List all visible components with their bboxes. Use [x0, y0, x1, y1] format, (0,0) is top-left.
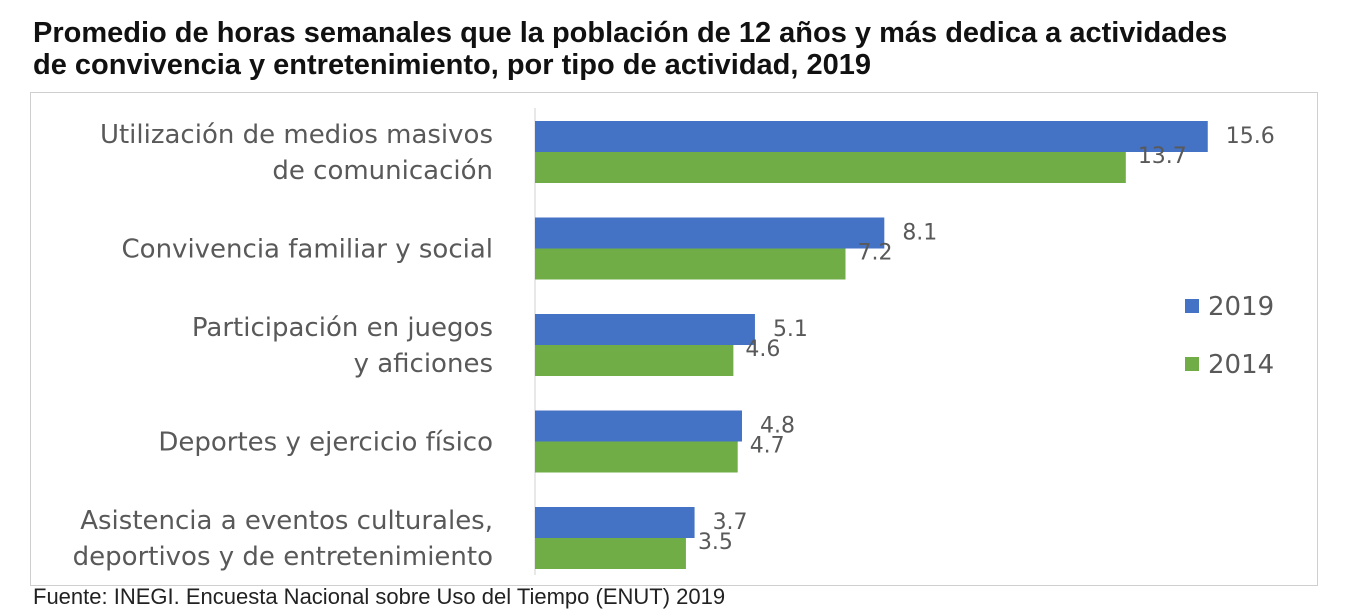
data-label-2019: 4.8: [760, 414, 795, 439]
data-label-2019: 15.6: [1226, 124, 1275, 149]
bar-2019: [535, 314, 755, 345]
data-label-2014: 3.5: [698, 530, 733, 555]
chart-title: Promedio de horas semanales que la pobla…: [33, 17, 1343, 81]
bar-2019: [535, 507, 695, 538]
category-label: Participación en juegos: [192, 313, 493, 343]
data-label-2014: 7.2: [858, 241, 893, 266]
chart-title-line-2: de convivencia y entretenimiento, por ti…: [33, 49, 872, 81]
legend-swatch-2019: [1185, 299, 1199, 313]
data-label-2019: 5.1: [773, 317, 808, 342]
bar-2014: [535, 441, 738, 473]
data-label-2014: 4.6: [745, 337, 780, 362]
legend-label-2014: 2014: [1208, 350, 1274, 380]
legend-swatch-2014: [1185, 357, 1199, 371]
category-label: Deportes y ejercicio físico: [158, 428, 493, 458]
bar-2014: [535, 152, 1126, 183]
legend-label-2019: 2019: [1208, 292, 1274, 322]
bar-2019: [535, 217, 885, 249]
data-label-2019: 3.7: [713, 510, 748, 535]
bar-2014: [535, 538, 686, 569]
bar-2014: [535, 248, 846, 280]
data-label-2014: 4.7: [750, 434, 785, 459]
source-note: Fuente: INEGI. Encuesta Nacional sobre U…: [33, 584, 726, 609]
data-label-2014: 13.7: [1138, 144, 1187, 169]
category-label: Utilización de medios masivos: [100, 120, 493, 150]
category-label: y aficiones: [354, 349, 493, 379]
category-label: deportivos y de entretenimiento: [73, 542, 493, 572]
bar-2014: [535, 345, 734, 376]
category-label: Asistencia a eventos culturales,: [80, 506, 493, 536]
data-label-2019: 8.1: [902, 221, 937, 246]
category-label: Convivencia familiar y social: [122, 235, 493, 265]
bar-chart: Utilización de medios masivos de comunica…: [73, 108, 1275, 575]
chart-title-line-1: Promedio de horas semanales que la pobla…: [33, 17, 1228, 49]
bar-2019: [535, 121, 1208, 152]
category-label: de comunicación: [272, 156, 493, 186]
bar-2019: [535, 410, 742, 442]
